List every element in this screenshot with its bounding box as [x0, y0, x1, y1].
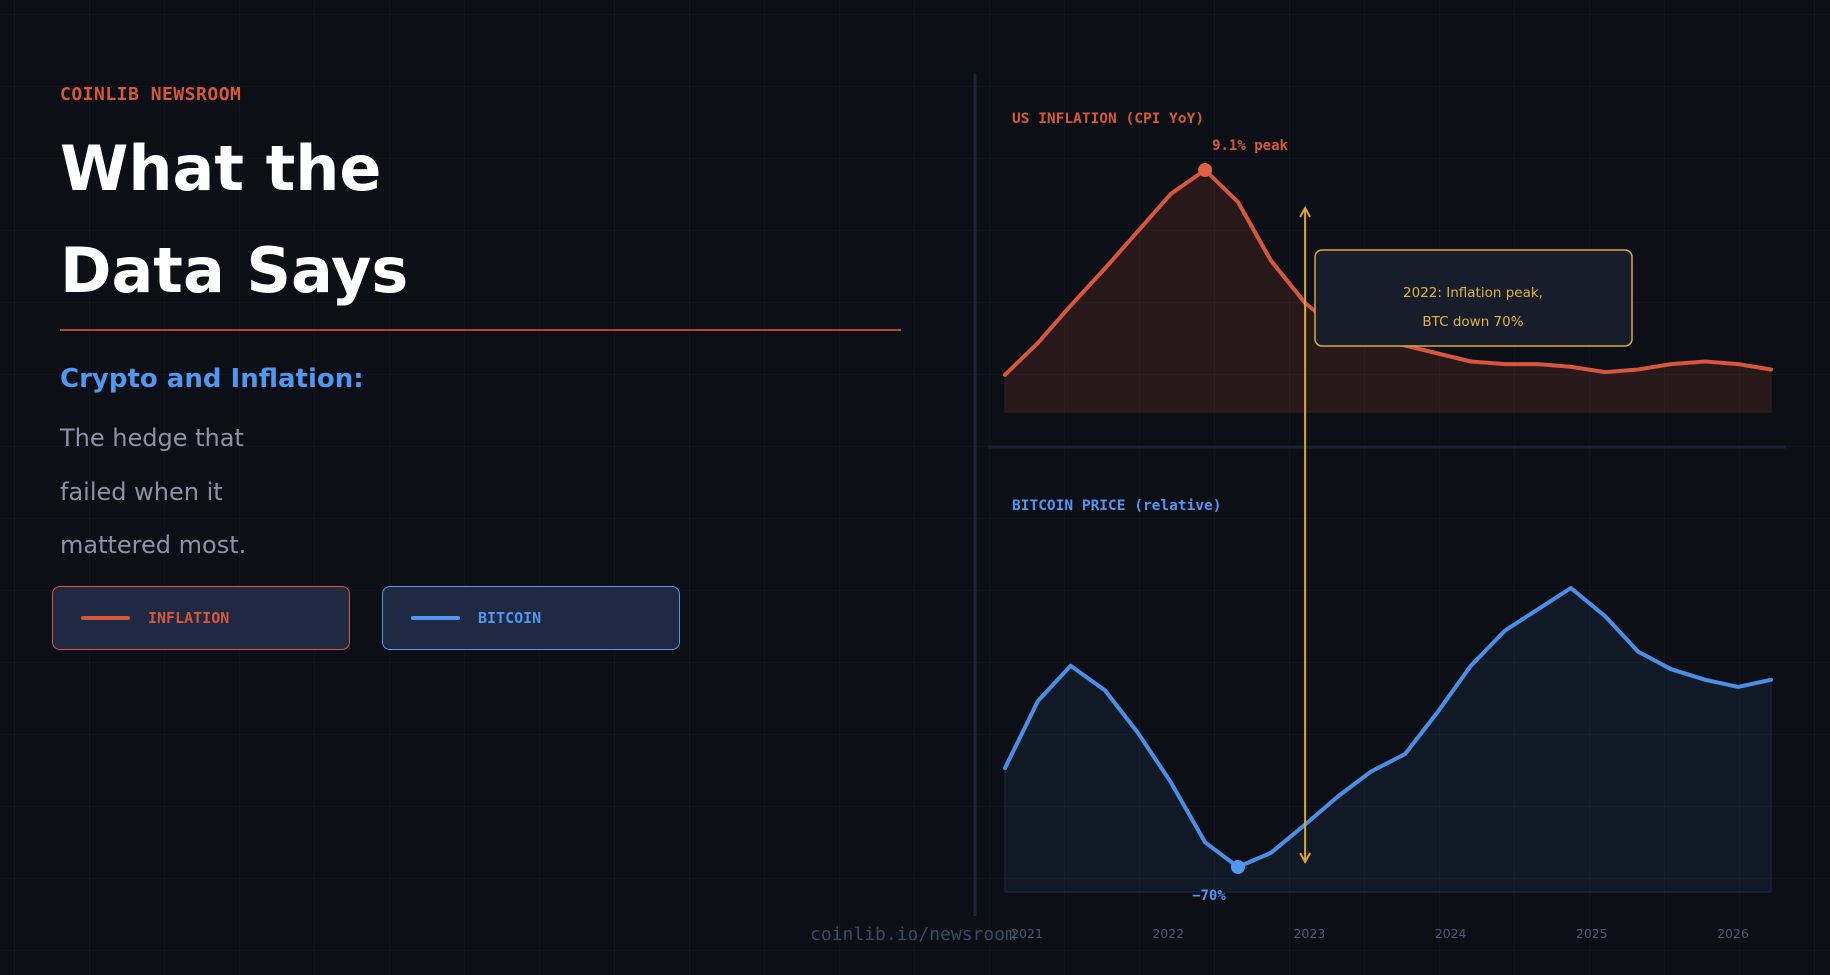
- x-tick-label: 2023: [1293, 926, 1325, 941]
- inflation-peak-label: 9.1% peak: [1212, 138, 1288, 154]
- x-axis: 2021 2022 2023 2024 2025 2026: [1011, 926, 1749, 941]
- bitcoin-area: [1004, 587, 1772, 893]
- bitcoin-trough-label: −70%: [1192, 888, 1226, 904]
- x-tick-label: 2022: [1152, 926, 1184, 941]
- bitcoin-series: [1003, 586, 1773, 893]
- x-tick-label: 2021: [1011, 926, 1043, 941]
- title-line: What the: [60, 132, 382, 205]
- x-tick-label: 2025: [1576, 926, 1608, 941]
- title-line: Data Says: [60, 234, 409, 307]
- bitcoin-trough-point: [1230, 860, 1245, 874]
- legend-label-inflation: INFLATION: [148, 609, 230, 627]
- page-title: What the Data Says: [60, 118, 860, 322]
- legend-swatch-inflation: [81, 616, 130, 620]
- x-tick-label: 2024: [1435, 926, 1467, 941]
- arrowhead-down-icon: [1299, 852, 1311, 865]
- tagline-line: failed when it: [60, 477, 223, 506]
- inflation-peak-point: [1198, 163, 1213, 177]
- title-divider: [60, 329, 901, 331]
- tagline-line: The hedge that: [60, 424, 244, 452]
- inflation-panel-title: US INFLATION (CPI YoY): [1012, 111, 1204, 127]
- brand-label: COINLIB NEWSROOM: [60, 84, 242, 105]
- legend-label-bitcoin: BITCOIN: [478, 609, 542, 627]
- annotation-text-line: BTC down 70%: [1422, 314, 1523, 330]
- bitcoin-line: [1003, 586, 1773, 869]
- legend-item-bitcoin: BITCOIN: [382, 586, 680, 650]
- tagline-line: mattered most.: [60, 531, 247, 559]
- tagline: The hedge that failed when it mattered m…: [60, 412, 246, 573]
- footer-url: coinlib.io/newsroom: [810, 924, 1016, 945]
- subtitle: Crypto and Inflation:: [60, 364, 364, 394]
- arrowhead-up-icon: [1299, 205, 1311, 218]
- x-tick-label: 2026: [1717, 926, 1749, 941]
- legend-item-inflation: INFLATION: [52, 586, 350, 650]
- bitcoin-panel-title: BITCOIN PRICE (relative): [1012, 498, 1222, 514]
- annotation-text-line: 2022: Inflation peak,: [1403, 285, 1543, 301]
- annotation: 2022: Inflation peak, BTC down 70%: [1299, 205, 1633, 865]
- legend-swatch-bitcoin: [411, 616, 460, 620]
- annotation-box: [1314, 249, 1633, 347]
